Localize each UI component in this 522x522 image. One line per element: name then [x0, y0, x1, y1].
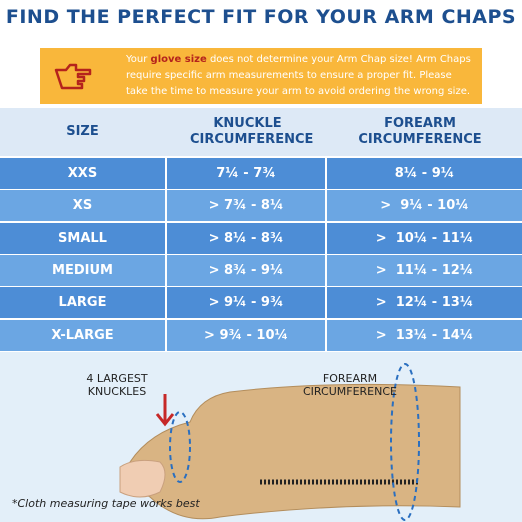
table-cell: > 9¼ - 9¾ [167, 287, 325, 319]
table-cell: > 8¾ - 9¼ [167, 254, 325, 286]
table-cell: SMALL [0, 222, 165, 254]
notice-bold: glove size [150, 54, 207, 65]
table-row: SMALL > 8¼ - 8¾ > 10¼ - 11¼ [0, 222, 522, 254]
header-cell: FOREARM CIRCUMFERENCE [358, 116, 482, 147]
table-cell: X-LARGE [0, 319, 165, 351]
notice-box: Your glove size does not determine your … [40, 48, 482, 104]
table-cell: > 9¼ - 10¼ [327, 190, 522, 222]
footnote: *Cloth measuring tape works best [12, 497, 200, 510]
table-row: LARGE > 9¼ - 9¾ > 12¼ - 13¼ [0, 287, 522, 319]
table-cell: XS [0, 190, 165, 222]
table-cell: 7¼ - 7¾ [167, 158, 325, 189]
header-cell: KNUCKLE CIRCUMFERENCE [190, 116, 314, 147]
table-cell: > 13¼ - 14¼ [327, 319, 522, 351]
table-cell: > 9¾ - 10¼ [167, 319, 325, 351]
table-row: XXS 7¼ - 7¾ 8¼ - 9¼ [0, 158, 522, 189]
notice-text: Your [126, 54, 151, 65]
knuckle-label: 4 LARGEST KNUCKLES [86, 372, 148, 398]
table-cell: MEDIUM [0, 254, 165, 286]
table-cell: XXS [0, 158, 165, 189]
table-row: X-LARGE > 9¾ - 10¼ > 13¼ - 14¼ [0, 319, 522, 351]
table-header: SIZE KNUCKLE CIRCUMFERENCE FOREARM CIRCU… [0, 108, 522, 156]
table-cell: > 7¾ - 8¼ [167, 190, 325, 222]
table-row: MEDIUM > 8¾ - 9¼ > 11¼ - 12¼ [0, 254, 522, 286]
table-cell: LARGE [0, 287, 165, 319]
table-cell: > 10¼ - 11¼ [327, 222, 522, 254]
table-cell: 8¼ - 9¼ [327, 158, 522, 189]
header-cell: SIZE [66, 124, 99, 139]
pointing-hand-icon [54, 63, 92, 90]
forearm-label: FOREARM CIRCUMFERENCE [303, 372, 397, 398]
table-cell: > 11¼ - 12¼ [327, 254, 522, 286]
illustration: 4 LARGEST KNUCKLES FOREARM CIRCUMFERENCE… [0, 352, 522, 522]
notice-text: Your glove size does not determine your … [126, 52, 476, 100]
notice-text: does not determine your Arm Chap size! A… [126, 54, 471, 97]
table-cell: > 12¼ - 13¼ [327, 287, 522, 319]
table-cell: > 8¼ - 8¾ [167, 222, 325, 254]
arm-drawing [119, 363, 461, 521]
table-row: XS > 7¾ - 8¼ > 9¼ - 10¼ [0, 190, 522, 222]
title: FIND THE PERFECT FIT FOR YOUR ARM CHAPS [5, 6, 517, 28]
